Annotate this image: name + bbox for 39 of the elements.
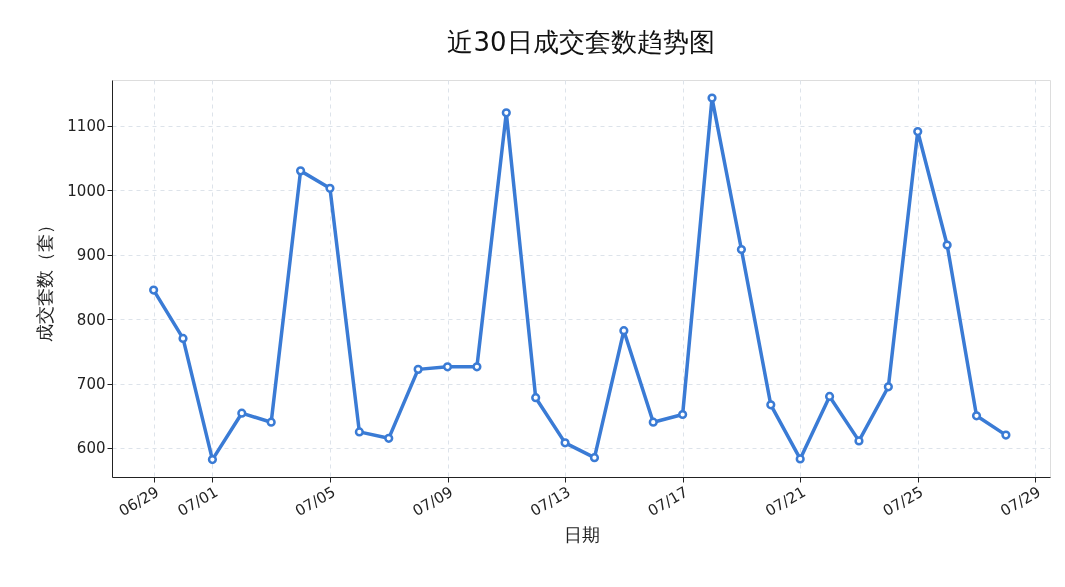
y-axis-title: 成交套数（套）: [34, 216, 56, 342]
y-tick-label: 900: [76, 246, 106, 265]
y-tick-label: 700: [76, 375, 106, 394]
y-tick-label: 800: [76, 310, 106, 329]
point: [824, 391, 835, 402]
point: [766, 400, 776, 410]
point: [736, 244, 747, 255]
y-tick-label: 1000: [67, 181, 106, 200]
x-axis-title: 日期: [563, 524, 600, 546]
point: [207, 455, 218, 465]
point: [619, 326, 629, 336]
point: [472, 362, 482, 372]
point: [501, 108, 511, 118]
point: [531, 393, 541, 403]
point: [589, 453, 600, 463]
point: [384, 433, 394, 443]
point: [942, 240, 952, 250]
y-tick-label: 1100: [67, 117, 106, 136]
point: [354, 427, 364, 437]
point: [707, 93, 717, 103]
chart-title: 近30日成交套数趋势图: [447, 27, 715, 57]
point: [1001, 430, 1011, 440]
point: [178, 333, 188, 344]
point: [442, 362, 453, 372]
point: [413, 364, 423, 374]
point: [560, 438, 570, 448]
point: [913, 126, 923, 137]
point: [149, 285, 159, 295]
point: [325, 183, 335, 193]
point: [648, 417, 658, 427]
y-tick-label: 600: [76, 439, 106, 458]
point: [266, 417, 276, 427]
point: [237, 408, 247, 418]
point: [295, 166, 306, 176]
point: [854, 436, 864, 446]
point: [678, 409, 688, 420]
point: [883, 382, 893, 392]
point: [795, 454, 805, 464]
point: [971, 411, 982, 421]
